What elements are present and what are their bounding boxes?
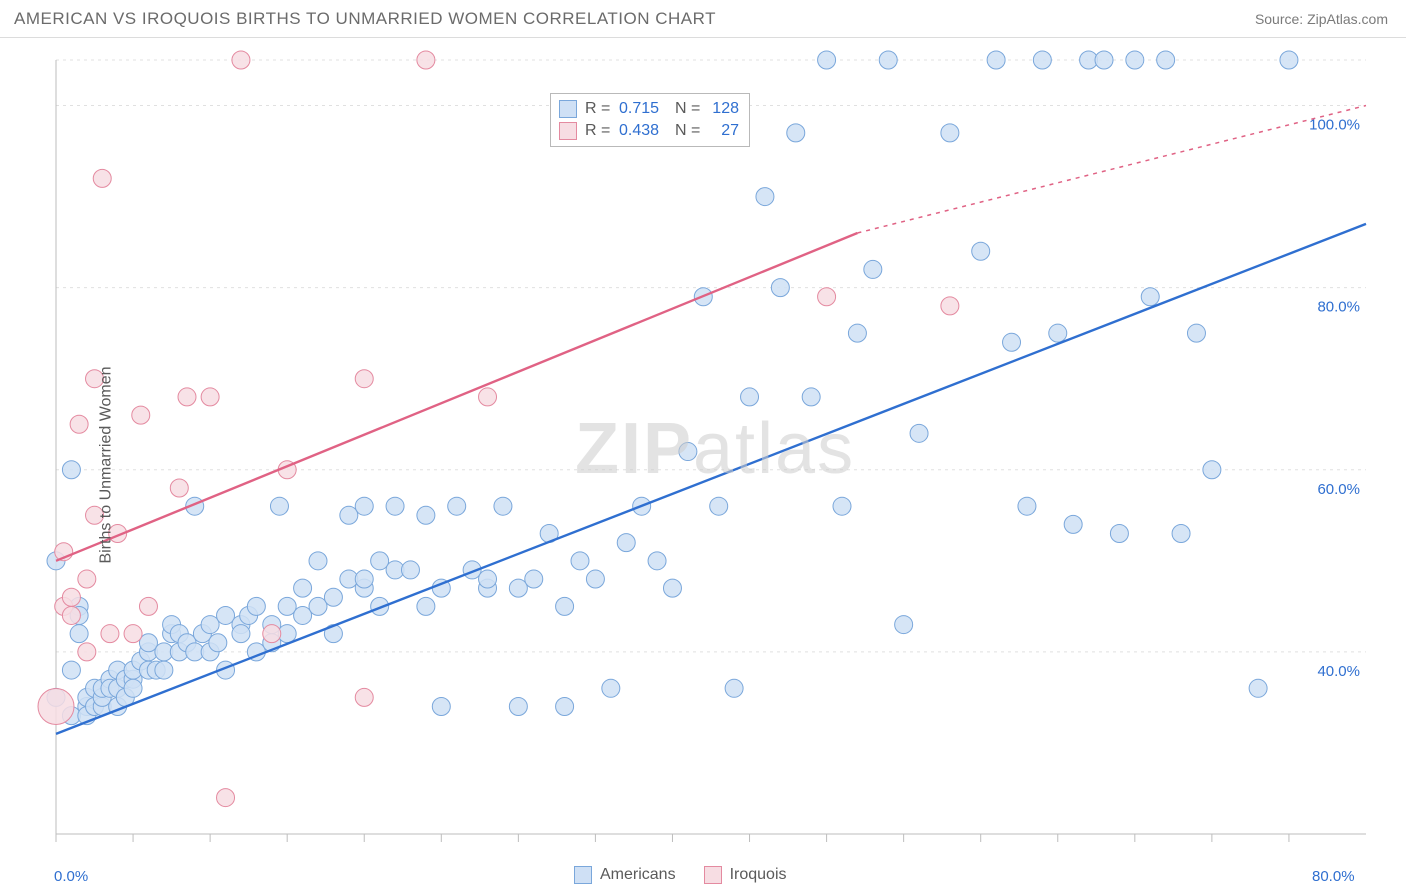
legend-swatch-americans bbox=[574, 866, 592, 884]
chart-header: AMERICAN VS IROQUOIS BIRTHS TO UNMARRIED… bbox=[0, 0, 1406, 38]
scatter-plot: 40.0% 60.0% 80.0% 100.0% bbox=[0, 38, 1406, 892]
correlation-legend: R =0.715N =128R =0.438N =27 bbox=[550, 93, 750, 147]
legend-swatch-americans bbox=[559, 100, 577, 118]
legend-item-americans: Americans bbox=[574, 866, 676, 884]
legend-swatch-iroquois bbox=[559, 122, 577, 140]
svg-text:60.0%: 60.0% bbox=[1317, 481, 1360, 498]
legend-row-americans: R =0.715N =128 bbox=[559, 98, 739, 120]
series-legend: Americans Iroquois bbox=[574, 866, 787, 884]
y-axis-label: Births to Unmarried Women bbox=[98, 366, 116, 563]
x-axis-min-label: 0.0% bbox=[54, 868, 88, 885]
chart-title: AMERICAN VS IROQUOIS BIRTHS TO UNMARRIED… bbox=[14, 9, 716, 29]
svg-text:80.0%: 80.0% bbox=[1317, 299, 1360, 316]
svg-text:40.0%: 40.0% bbox=[1317, 663, 1360, 680]
legend-swatch-iroquois bbox=[704, 866, 722, 884]
chart-source: Source: ZipAtlas.com bbox=[1255, 11, 1388, 27]
legend-row-iroquois: R =0.438N =27 bbox=[559, 120, 739, 142]
x-axis-max-label: 80.0% bbox=[1312, 868, 1355, 885]
legend-item-iroquois: Iroquois bbox=[704, 866, 787, 884]
svg-text:100.0%: 100.0% bbox=[1309, 117, 1360, 134]
chart-area: Births to Unmarried Women 40.0% 60.0% 80.0… bbox=[0, 38, 1406, 892]
